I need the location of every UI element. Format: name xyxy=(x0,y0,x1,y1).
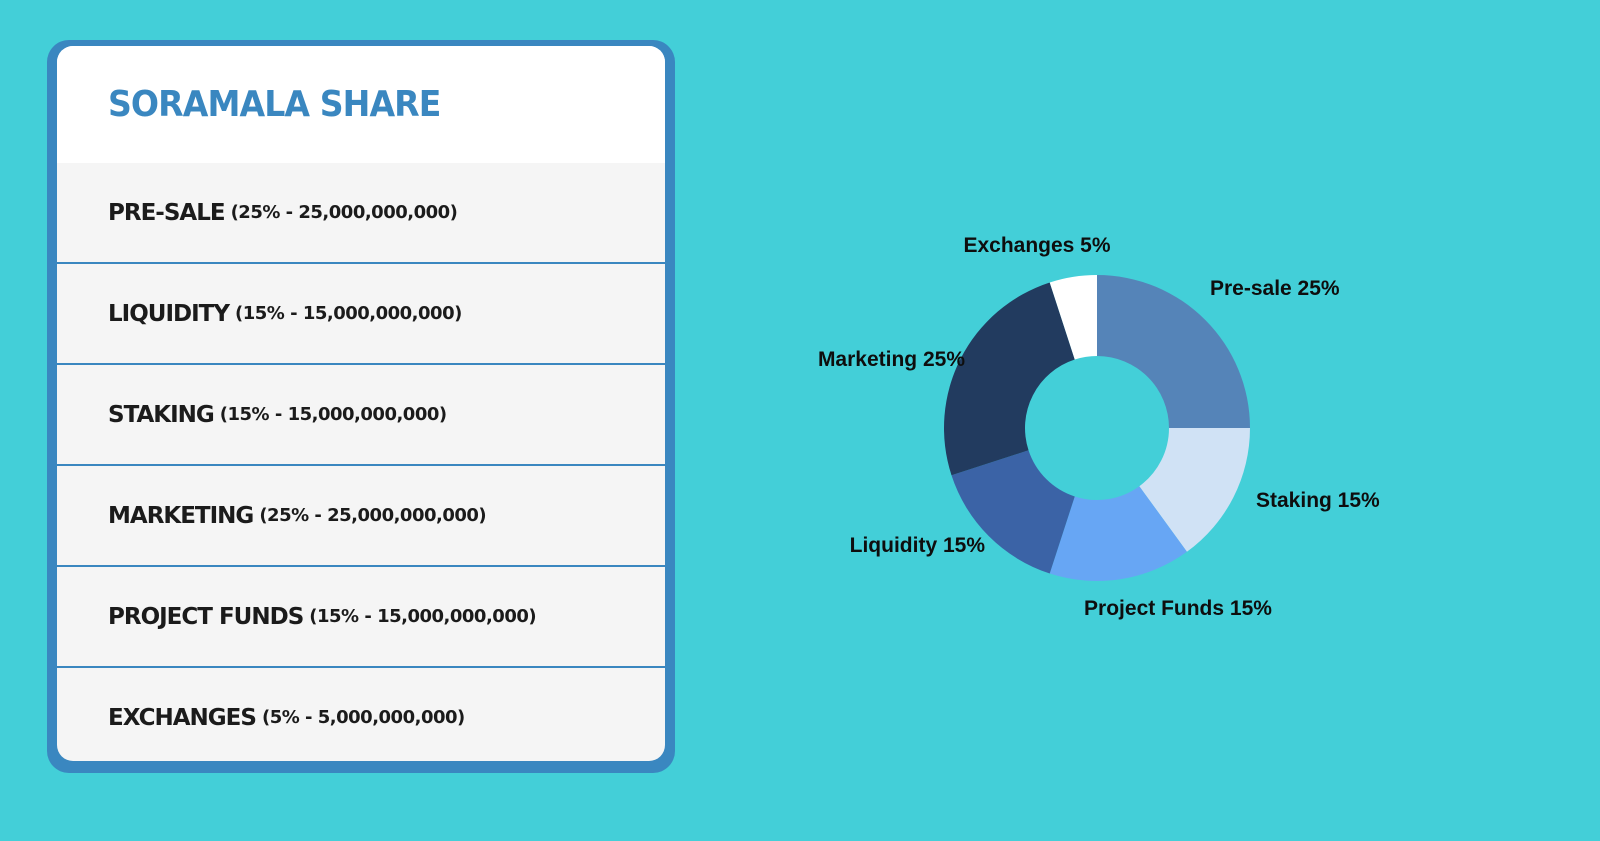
donut-slice-staking xyxy=(1139,428,1250,552)
share-row-detail: (25% - 25,000,000,000) xyxy=(230,202,458,223)
share-row-liquidity: Liquidity (15% - 15,000,000,000) xyxy=(57,264,665,365)
share-row-detail: (25% - 25,000,000,000) xyxy=(259,505,487,526)
donut-slices xyxy=(944,275,1250,581)
share-row-marketing: Marketing (25% - 25,000,000,000) xyxy=(57,466,665,567)
donut-label-liquidity: Liquidity 15% xyxy=(850,534,986,557)
share-row-name: Project Funds xyxy=(108,603,304,630)
share-row-staking: Staking (15% - 15,000,000,000) xyxy=(57,365,665,466)
donut-label-staking: Staking 15% xyxy=(1256,489,1380,512)
share-row-name: Pre-sale xyxy=(108,199,226,226)
donut-slice-liquidity xyxy=(951,450,1075,574)
card-title: SORAMALA SHARE xyxy=(108,84,441,125)
token-share-card: SORAMALA SHARE Pre-sale (25% - 25,000,00… xyxy=(47,40,675,773)
token-share-card-body: SORAMALA SHARE Pre-sale (25% - 25,000,00… xyxy=(57,46,665,761)
share-row-name: Exchanges xyxy=(108,704,257,731)
donut-slice-exchanges xyxy=(1049,275,1097,360)
share-row-name: Liquidity xyxy=(108,300,230,327)
donut-slice-project-funds xyxy=(1049,486,1187,581)
share-row-exchanges: Exchanges (5% - 5,000,000,000) xyxy=(57,668,665,761)
card-header: SORAMALA SHARE xyxy=(57,46,665,163)
share-row-detail: (15% - 15,000,000,000) xyxy=(235,303,462,324)
donut-label-exchanges: Exchanges 5% xyxy=(963,234,1110,257)
share-row-name: Marketing xyxy=(108,502,254,529)
share-row-detail: (5% - 5,000,000,000) xyxy=(261,707,465,728)
share-row-detail: (15% - 15,000,000,000) xyxy=(309,606,537,627)
share-row-project-funds: Project Funds (15% - 15,000,000,000) xyxy=(57,567,665,668)
share-row-presale: Pre-sale (25% - 25,000,000,000) xyxy=(57,163,665,264)
donut-slice-marketing xyxy=(944,282,1075,476)
share-row-name: Staking xyxy=(108,401,215,428)
donut-labels: Pre-sale 25% Staking 15% Project Funds 15%… xyxy=(818,234,1380,620)
donut-label-marketing: Marketing 25% xyxy=(818,348,965,371)
donut-label-project-funds: Project Funds 15% xyxy=(1084,597,1272,620)
donut-label-pre-sale: Pre-sale 25% xyxy=(1210,277,1340,300)
share-row-detail: (15% - 15,000,000,000) xyxy=(219,404,447,425)
donut-slice-pre-sale xyxy=(1097,275,1250,428)
